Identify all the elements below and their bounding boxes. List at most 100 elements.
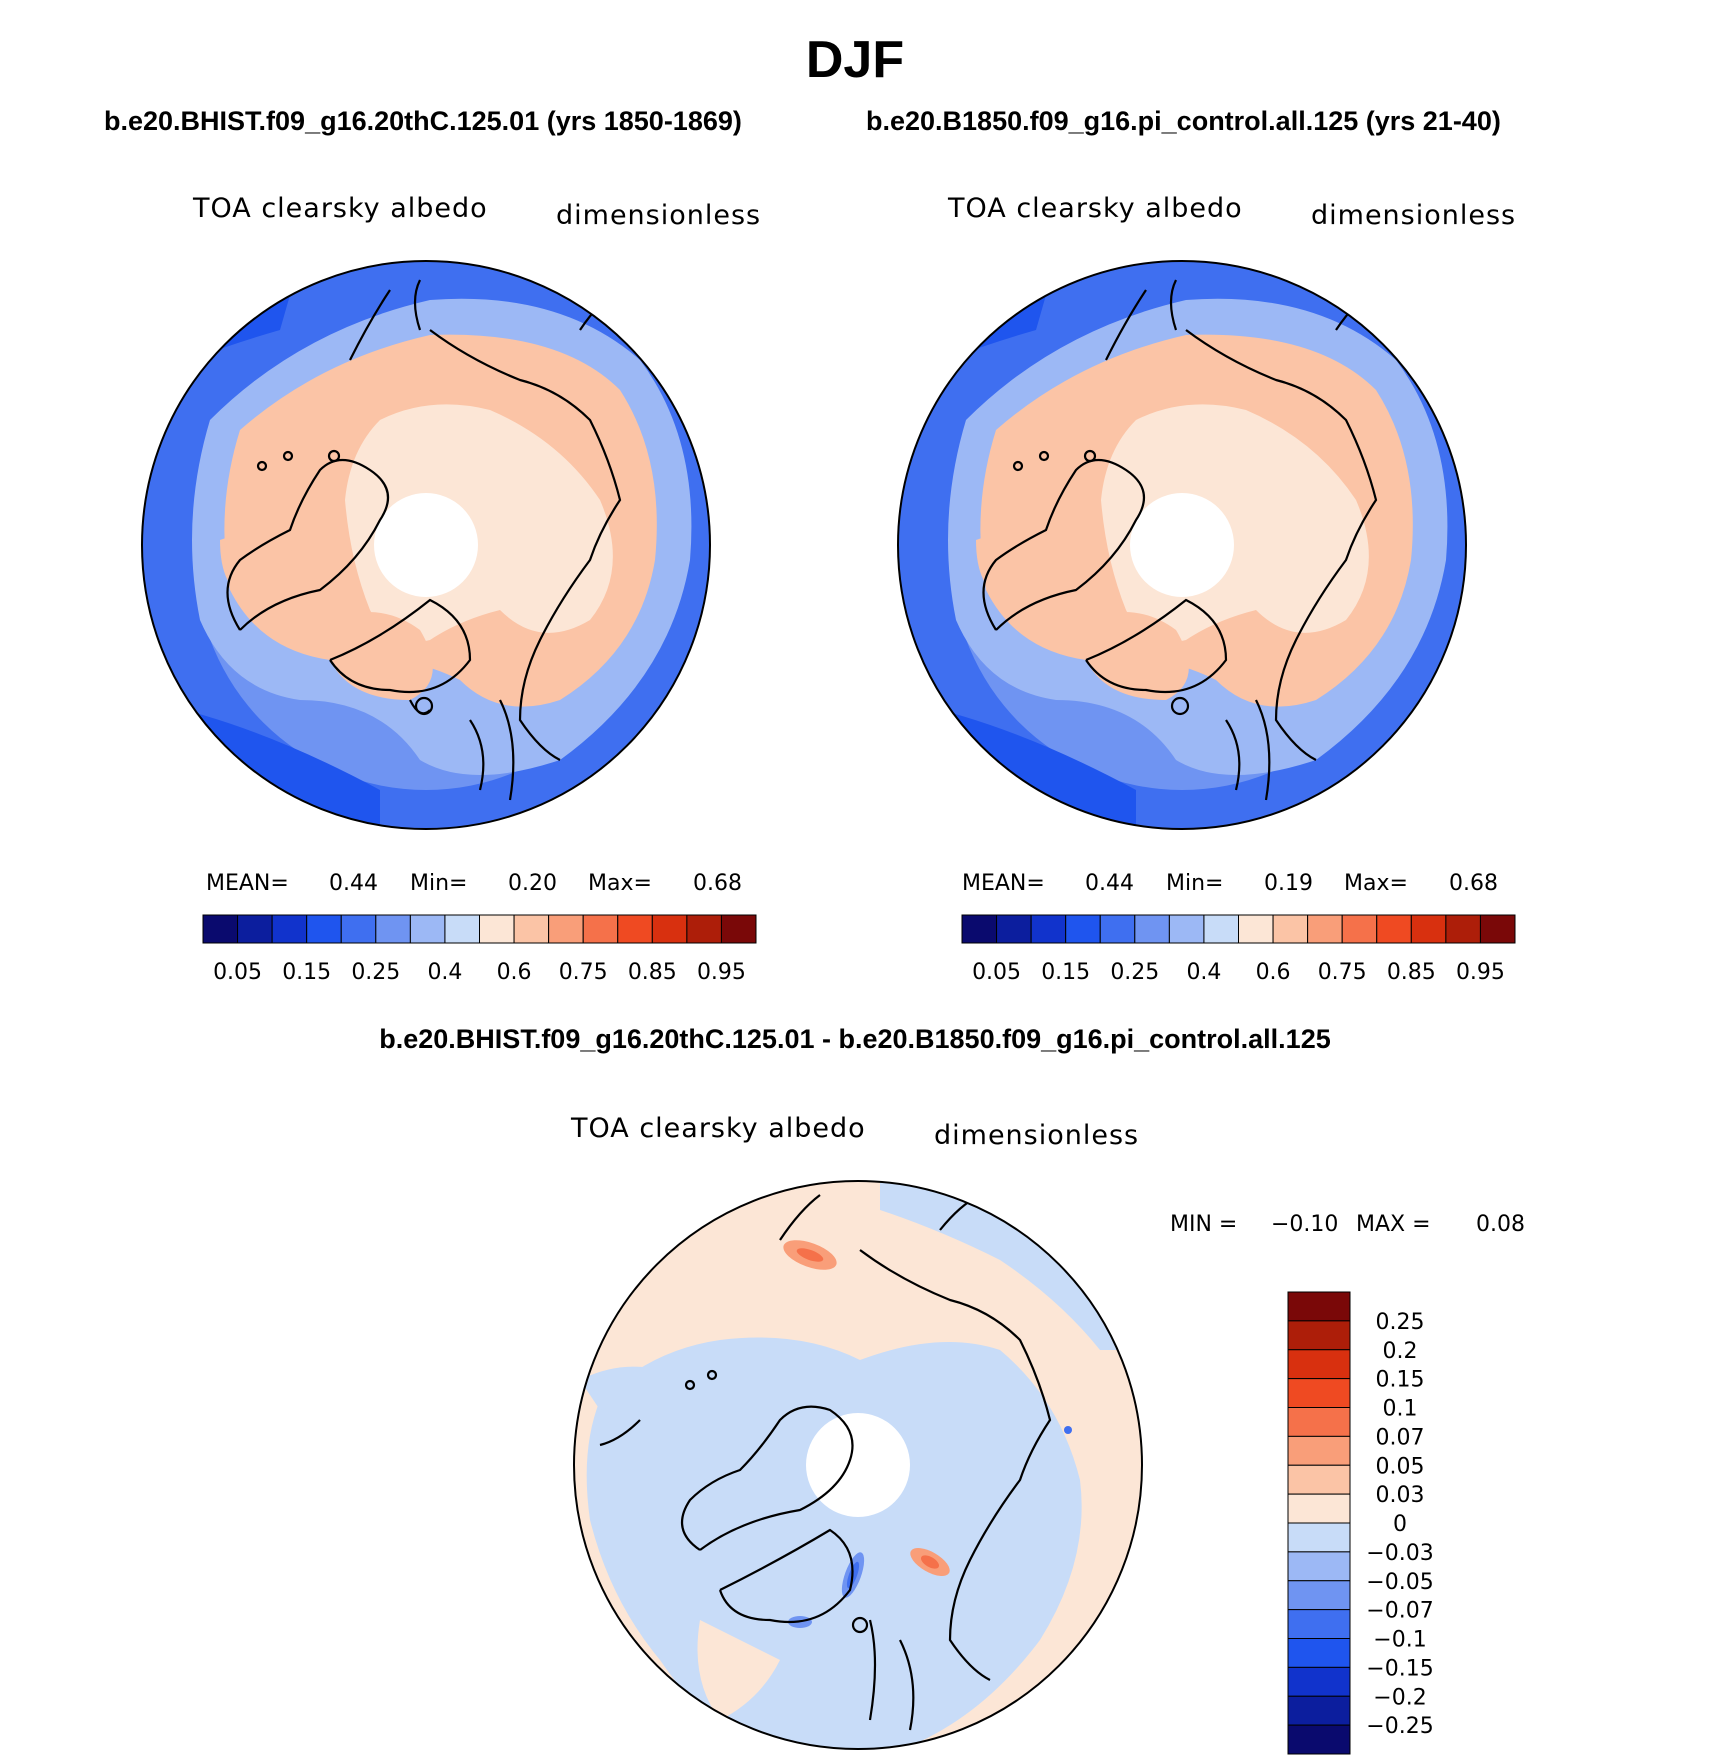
figure-title: DJF [805, 31, 905, 89]
panel1-colorbar-tick-label: 0.4 [427, 960, 462, 985]
panel2-variable-label: TOA clearsky albedo [948, 193, 1243, 224]
diff-colorbar-tick-label: 0.2 [1383, 1339, 1418, 1364]
panel2-colorbar-swatch [1307, 914, 1343, 944]
panel2-colorbar-swatch [1238, 914, 1274, 944]
panel1-colorbar: 0.05 0.15 0.25 0.4 0.6 0.75 0.85 0.95 [202, 914, 757, 985]
panel2-colorbar-tick-label: 0.15 [1041, 960, 1090, 985]
panel2-colorbar-tick-label: 0.25 [1110, 960, 1159, 985]
panel1-min-label: Min= [410, 871, 468, 896]
diff-colorbar-swatch [1287, 1724, 1351, 1755]
panel1-colorbar-swatch [202, 914, 239, 944]
panel1-colorbar-swatch [686, 914, 722, 944]
subtitle-left: b.e20.BHIST.f09_g16.20thC.125.01 (yrs 18… [104, 106, 742, 136]
diff-colorbar-tick-label: −0.2 [1373, 1685, 1426, 1710]
panel1-max-value: 0.68 [693, 871, 742, 896]
panel1-colorbar-tick-label: 0.85 [628, 960, 677, 985]
panel2-polar-map [897, 260, 1467, 830]
diff-colorbar-swatch [1287, 1407, 1351, 1437]
panel1-variable-label: TOA clearsky albedo [193, 193, 488, 224]
diff-colorbar-swatch [1287, 1291, 1351, 1322]
panel1-colorbar-swatch [548, 914, 584, 944]
panel1-colorbar-swatch [306, 914, 342, 944]
panel2-colorbar-swatch [1168, 914, 1205, 944]
panel2-units-label: dimensionless [1311, 200, 1517, 231]
panel1-colorbar-swatch [237, 914, 273, 944]
panel2-colorbar-swatch [1272, 914, 1309, 944]
diff-colorbar-swatch [1287, 1551, 1351, 1582]
panel1-colorbar-tick-label: 0.15 [282, 960, 331, 985]
panel2-colorbar-swatch [961, 914, 998, 944]
panel2-colorbar-tick-label: 0.05 [972, 960, 1021, 985]
diff-colorbar-swatch [1287, 1609, 1351, 1639]
panel2-min-value: 0.19 [1264, 871, 1313, 896]
panel1-units-label: dimensionless [556, 200, 762, 231]
diff-variable-label: TOA clearsky albedo [571, 1113, 866, 1144]
panel1-colorbar-tick-label: 0.75 [559, 960, 608, 985]
diff-units-label: dimensionless [934, 1120, 1140, 1151]
diff-max-value: 0.08 [1476, 1212, 1525, 1237]
diff-colorbar-swatch [1287, 1435, 1351, 1466]
panel2-colorbar-tick-label: 0.95 [1456, 960, 1505, 985]
subtitle-right: b.e20.B1850.f09_g16.pi_control.all.125 (… [866, 106, 1501, 136]
panel1-colorbar-swatch [582, 914, 619, 944]
panel1-colorbar-tick-label: 0.6 [497, 960, 532, 985]
diff-colorbar-swatch [1287, 1638, 1351, 1668]
panel2-mean-value: 0.44 [1085, 871, 1134, 896]
panel2-colorbar-swatch [1065, 914, 1101, 944]
diff-colorbar-swatch [1287, 1378, 1351, 1408]
panel2-colorbar-swatch [1479, 914, 1516, 944]
panel1-colorbar-swatch [340, 914, 377, 944]
diff-colorbar-tick-label: −0.07 [1366, 1599, 1433, 1624]
diff-min-value: −0.10 [1271, 1212, 1339, 1237]
panel2-colorbar-tick-label: 0.4 [1186, 960, 1221, 985]
panel2-colorbar-swatch [1030, 914, 1067, 944]
diff-colorbar: 0.25 0.2 0.15 0.1 0.07 0.05 0.03 0 −0.03 −0.05 −0.… [1287, 1291, 1434, 1755]
diff-colorbar-swatch [1287, 1464, 1351, 1495]
diff-colorbar-swatch [1287, 1493, 1351, 1524]
panel1-colorbar-swatch [720, 914, 757, 944]
panel1-colorbar-swatch [617, 914, 653, 944]
panel2-colorbar-tick-label: 0.75 [1318, 960, 1367, 985]
panel2-colorbar-tick-label: 0.85 [1387, 960, 1436, 985]
panel1-colorbar-swatch [375, 914, 411, 944]
panel2-max-label: Max= [1344, 871, 1408, 896]
diff-max-label: MAX = [1356, 1212, 1431, 1237]
diff-polar-map [573, 1180, 1143, 1750]
panel1-colorbar-swatch [444, 914, 480, 944]
panel2-colorbar-swatch [996, 914, 1032, 944]
panel1-min-value: 0.20 [508, 871, 557, 896]
diff-colorbar-tick-label: −0.05 [1366, 1570, 1433, 1595]
panel1-colorbar-swatch [271, 914, 308, 944]
panel1-colorbar-swatch [479, 914, 515, 944]
diff-colorbar-swatch [1287, 1580, 1351, 1611]
diff-min-label: MIN = [1170, 1212, 1238, 1237]
panel2-colorbar-swatch [1376, 914, 1412, 944]
panel1-colorbar-tick-label: 0.95 [697, 960, 746, 985]
panel1-colorbar-tick-label: 0.25 [351, 960, 400, 985]
panel2-colorbar-swatch [1445, 914, 1481, 944]
panel2-colorbar-swatch [1410, 914, 1447, 944]
diff-colorbar-tick-label: 0.1 [1383, 1397, 1418, 1422]
diff-colorbar-swatch [1287, 1349, 1351, 1380]
panel1-colorbar-swatch [513, 914, 550, 944]
diff-colorbar-swatch [1287, 1666, 1351, 1697]
panel2-colorbar-swatch [1341, 914, 1378, 944]
diff-colorbar-tick-label: 0.05 [1376, 1454, 1425, 1479]
panel1-colorbar-swatch [651, 914, 688, 944]
panel2-colorbar-tick-label: 0.6 [1256, 960, 1291, 985]
diff-colorbar-tick-label: −0.1 [1373, 1628, 1426, 1653]
diff-colorbar-swatch [1287, 1320, 1351, 1351]
panel1-mean-value: 0.44 [329, 871, 378, 896]
diff-colorbar-tick-label: 0.15 [1376, 1368, 1425, 1393]
diff-colorbar-tick-label: 0.25 [1376, 1310, 1425, 1335]
diff-title: b.e20.BHIST.f09_g16.20thC.125.01 - b.e20… [379, 1024, 1331, 1054]
panel1-colorbar-tick-label: 0.05 [213, 960, 262, 985]
panel2-min-label: Min= [1166, 871, 1224, 896]
diff-colorbar-tick-label: −0.03 [1366, 1541, 1433, 1566]
panel2-colorbar-swatch [1203, 914, 1239, 944]
diff-colorbar-tick-label: 0 [1393, 1512, 1407, 1537]
diff-colorbar-swatch [1287, 1522, 1351, 1553]
diff-colorbar-swatch [1287, 1695, 1351, 1726]
panel2-colorbar-swatch [1134, 914, 1170, 944]
